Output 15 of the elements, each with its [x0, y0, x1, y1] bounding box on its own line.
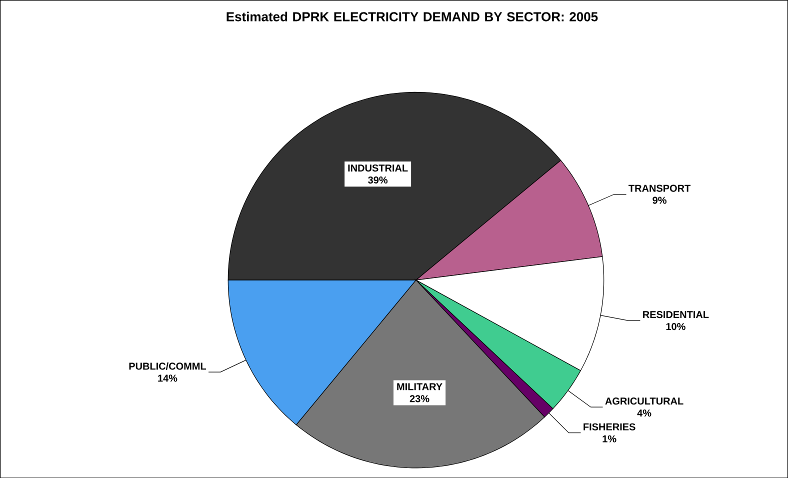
slice-label: INDUSTRIAL — [348, 164, 408, 172]
slice-label: TRANSPORT — [628, 184, 691, 192]
slice-label: PUBLIC/COMML — [129, 362, 206, 370]
chart-title: Estimated DPRK ELECTRICITY DEMAND BY SECTOR: 2005 — [226, 12, 598, 22]
data-label: 10% — [666, 322, 686, 330]
slice-label: RESIDENTIAL — [643, 310, 709, 318]
data-label: 39% — [368, 176, 388, 184]
data-label: 23% — [410, 395, 430, 402]
data-label: 4% — [637, 409, 652, 416]
data-label: 14% — [158, 374, 178, 382]
slice-label: FISHERIES — [584, 423, 636, 430]
data-label: 1% — [602, 435, 616, 442]
slice-label: MILITARY — [397, 383, 442, 390]
slice-label: AGRICULTURAL — [605, 397, 684, 405]
data-label: 9% — [652, 196, 666, 204]
